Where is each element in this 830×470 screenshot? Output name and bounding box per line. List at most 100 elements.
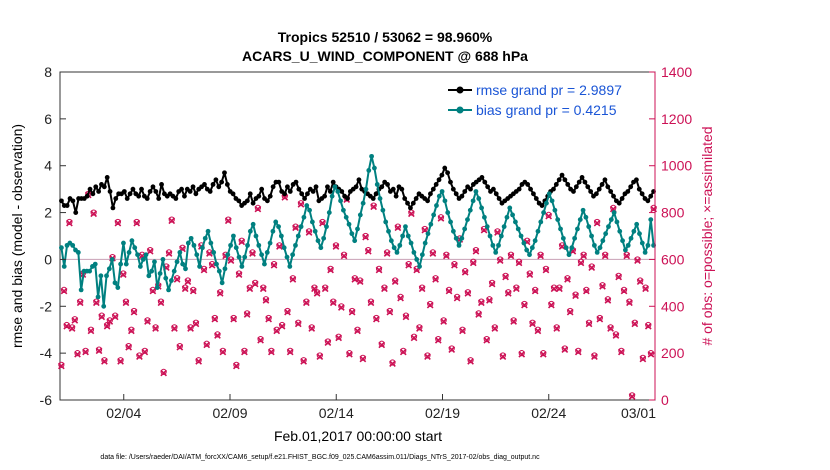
obs-assimilated-point (300, 357, 308, 365)
y-left-tick-label: 2 (44, 205, 52, 221)
bias-data-point (152, 259, 157, 265)
obs-possible-point (629, 392, 636, 399)
obs-possible-point (104, 321, 111, 329)
rmse-data-point (136, 193, 142, 199)
obs-assimilated-point (195, 357, 203, 365)
bias-data-point (403, 224, 408, 230)
rmse-data-point (413, 196, 419, 201)
obs-assimilated-point (405, 261, 413, 269)
obs-possible-point (187, 324, 194, 331)
bias-data-point (326, 210, 332, 215)
rmse-data-point (462, 189, 468, 194)
obs-possible-point (634, 256, 641, 263)
obs-assimilated-point (566, 308, 574, 316)
obs-assimilated-point (424, 353, 431, 361)
obs-assimilated-point (639, 355, 647, 363)
obs-possible-point (303, 298, 310, 305)
rmse-data-point (84, 193, 90, 199)
bias-data-point (250, 221, 256, 227)
bias-data-point (132, 245, 138, 251)
y-axis-left-label: rmse and bias (model - observation) (9, 124, 25, 348)
obs-possible-point (235, 270, 243, 277)
obs-assimilated-point (596, 315, 604, 323)
rmse-data-point (356, 177, 362, 183)
bias-data-point (253, 233, 259, 239)
obs-assimilated-point (556, 285, 563, 293)
bias-data-point (200, 245, 205, 251)
rmse-data-point (370, 196, 376, 201)
obs-assimilated-point (410, 334, 418, 342)
bias-data-point (129, 238, 135, 244)
obs-assimilated-point (254, 205, 262, 213)
obs-assimilated-point (267, 348, 275, 356)
obs-assimilated-point (119, 271, 127, 279)
obs-possible-point (529, 319, 536, 326)
obs-possible-point (273, 326, 280, 333)
obs-possible-point (244, 310, 251, 317)
obs-assimilated-point (364, 247, 372, 255)
obs-assimilated-point (491, 325, 499, 332)
obs-assimilated-point (122, 299, 130, 307)
bias-data-point (188, 235, 194, 241)
legend-box (444, 76, 648, 122)
obs-possible-point (190, 286, 197, 293)
obs-assimilated-point (642, 285, 649, 293)
bias-data-point (233, 245, 239, 251)
bias-data-point (149, 268, 155, 274)
obs-possible-point (524, 237, 531, 244)
obs-assimilated-point (249, 250, 256, 257)
series-layer (57, 153, 658, 400)
obs-possible-point (192, 319, 200, 326)
obs-possible-point (322, 284, 329, 291)
obs-possible-point (373, 314, 380, 322)
bias-data-point (586, 224, 592, 230)
obs-possible-point (540, 350, 547, 357)
rmse-data-point (393, 193, 399, 199)
rmse-data-point (634, 177, 639, 183)
y-left-tick-label: 8 (44, 64, 52, 80)
y-left-tick-label: 6 (44, 111, 52, 127)
obs-assimilated-point (381, 285, 388, 293)
obs-possible-point (152, 324, 159, 331)
rmse-data-point (101, 184, 107, 190)
bias-data-point (208, 240, 214, 246)
bias-data-point (473, 189, 479, 194)
bias-data-point (527, 252, 532, 258)
rmse-data-point (173, 196, 179, 201)
bias-data-point (171, 268, 177, 274)
bias-data-point (493, 250, 499, 255)
obs-assimilated-point (297, 201, 305, 208)
rmse-data-point (611, 193, 616, 199)
rmse-data-point (439, 172, 445, 178)
obs-possible-point (599, 282, 606, 289)
bias-data-point (620, 238, 625, 244)
obs-possible-point (400, 347, 407, 354)
obs-assimilated-point (383, 250, 391, 257)
rmse-data-point (124, 196, 130, 201)
bias-data-point (394, 250, 400, 255)
obs-possible-point (564, 275, 571, 282)
bias-data-point (185, 240, 191, 246)
obs-assimilated-point (98, 313, 106, 321)
bias-data-point (106, 266, 112, 272)
obs-possible-point (631, 319, 638, 326)
obs-assimilated-point (362, 233, 369, 241)
obs-possible-point (462, 268, 469, 275)
legend-rmse-label: rmse grand pr = 2.9897 (476, 82, 622, 98)
bias-data-point (606, 224, 611, 230)
obs-assimilated-point (550, 285, 558, 293)
obs-possible-point (515, 258, 523, 265)
obs-possible-point (58, 361, 65, 368)
obs-possible-point (472, 246, 480, 254)
bias-data-point (380, 207, 386, 213)
obs-assimilated-point (66, 219, 73, 227)
bias-data-point (281, 245, 287, 251)
obs-assimilated-point (372, 315, 380, 323)
obs-assimilated-point (71, 316, 79, 324)
bias-data-point (355, 226, 360, 232)
bias-data-point (121, 240, 126, 246)
bias-data-point (383, 219, 389, 225)
obs-possible-point (268, 347, 275, 354)
obs-assimilated-point (165, 250, 173, 257)
obs-possible-point (276, 242, 283, 249)
